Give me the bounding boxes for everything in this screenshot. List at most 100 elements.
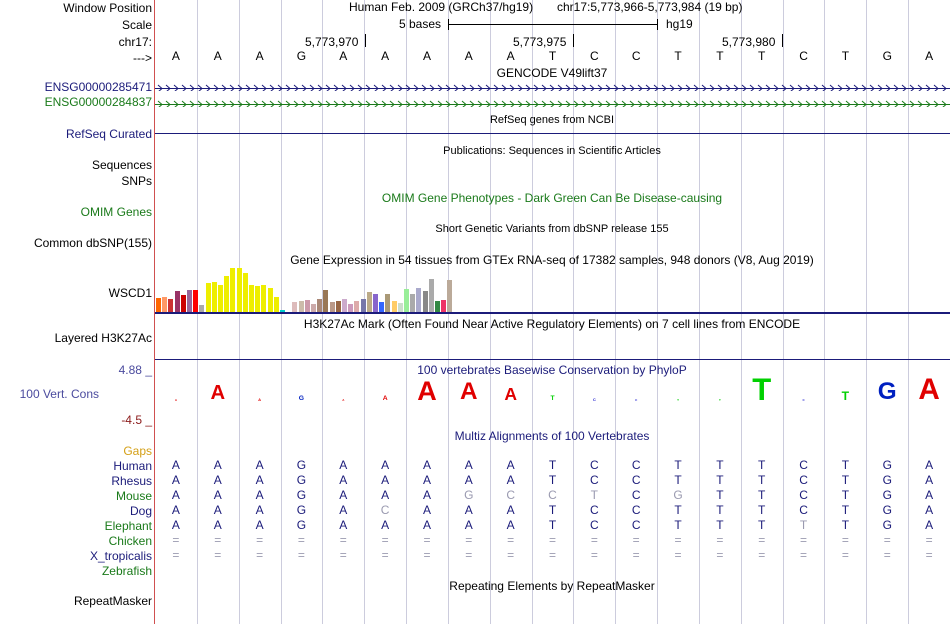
phylop-logo-letter: A bbox=[417, 376, 437, 406]
gtex-tissue-bar[interactable] bbox=[224, 276, 230, 312]
base-letter: T bbox=[716, 49, 724, 63]
gene-ensg00000284837[interactable] bbox=[155, 98, 950, 107]
scale-bar-left-tick bbox=[448, 19, 449, 30]
label-track-h3k27ac[interactable]: Layered H3K27Ac bbox=[54, 331, 152, 345]
gtex-tissue-bar[interactable] bbox=[162, 297, 168, 312]
alignment-base: C bbox=[548, 488, 557, 502]
gtex-tissue-bar[interactable] bbox=[193, 290, 199, 312]
gtex-tissue-bar[interactable] bbox=[416, 288, 422, 312]
track-label-column: Window Position Scale chr17: ---> ENSG00… bbox=[0, 0, 154, 624]
gtex-tissue-bar[interactable] bbox=[354, 301, 360, 312]
gtex-tissue-bar[interactable] bbox=[292, 302, 298, 312]
alignment-base: G bbox=[882, 503, 892, 517]
label-track-gaps[interactable]: Gaps bbox=[123, 444, 152, 458]
alignment-base: C bbox=[589, 518, 599, 532]
phylop-logo-letter: T bbox=[841, 389, 850, 403]
alignment-base: = bbox=[800, 548, 808, 562]
alignment-base: = bbox=[548, 548, 556, 562]
gtex-tissue-bar[interactable] bbox=[441, 300, 447, 312]
alignment-base: A bbox=[506, 518, 515, 532]
label-track-refseq[interactable]: RefSeq Curated bbox=[65, 127, 152, 141]
alignment-base: = bbox=[925, 533, 933, 547]
gtex-tissue-bar[interactable] bbox=[174, 291, 180, 312]
gtex-tissue-bar[interactable] bbox=[199, 305, 205, 312]
alignment-base: A bbox=[464, 518, 473, 532]
gtex-tissue-bar[interactable] bbox=[447, 280, 453, 312]
gtex-tissue-bar[interactable] bbox=[168, 299, 174, 312]
gtex-tissue-bar[interactable] bbox=[348, 304, 354, 312]
phylop-logo-letter: C bbox=[802, 398, 805, 402]
gtex-tissue-bar[interactable] bbox=[317, 299, 323, 312]
gtex-tissue-bar[interactable] bbox=[273, 297, 279, 312]
gtex-tissue-bar[interactable] bbox=[230, 268, 236, 312]
gtex-tissue-bar[interactable] bbox=[205, 283, 211, 312]
alignment-base: A bbox=[422, 518, 431, 532]
gtex-tissue-bar[interactable] bbox=[397, 303, 403, 312]
gtex-tissue-bar[interactable] bbox=[385, 294, 391, 312]
label-scale: Scale bbox=[121, 18, 152, 32]
gtex-tissue-bar[interactable] bbox=[304, 300, 310, 312]
alignment-base: C bbox=[589, 503, 599, 517]
alignment-base: = bbox=[716, 548, 724, 562]
gtex-tissue-bar[interactable] bbox=[267, 288, 273, 312]
alignment-base: A bbox=[422, 503, 431, 517]
gtex-tissue-bar[interactable] bbox=[211, 282, 217, 312]
gtex-tissue-bar[interactable] bbox=[298, 301, 304, 312]
gtex-tissue-bar[interactable] bbox=[379, 302, 385, 312]
phylop-track-title: 100 vertebrates Basewise Conservation by… bbox=[417, 363, 687, 377]
label-track-snps[interactable]: SNPs bbox=[121, 174, 152, 188]
gene-ensg00000285471[interactable] bbox=[155, 82, 950, 91]
gtex-tissue-bar[interactable] bbox=[329, 302, 335, 312]
gtex-tissue-bar[interactable] bbox=[236, 268, 242, 312]
alignment-base: A bbox=[506, 503, 515, 517]
phylop-logo-letter: G bbox=[877, 378, 897, 405]
alignment-base: T bbox=[841, 503, 850, 517]
gtex-tissue-bar[interactable] bbox=[342, 299, 347, 312]
alignment-base: G bbox=[296, 458, 307, 472]
base-letter: C bbox=[589, 49, 599, 63]
gtex-tissue-bar[interactable] bbox=[435, 301, 440, 312]
alignment-base: C bbox=[631, 518, 641, 532]
label-track-wscd1[interactable]: WSCD1 bbox=[108, 286, 152, 300]
gtex-tissue-bar[interactable] bbox=[410, 294, 416, 312]
gtex-tissue-bar[interactable] bbox=[404, 289, 409, 312]
gtex-tissue-bar[interactable] bbox=[335, 301, 341, 312]
gtex-tissue-bar[interactable] bbox=[249, 285, 254, 312]
alignment-base: C bbox=[506, 488, 515, 502]
gtex-tissue-bar[interactable] bbox=[218, 285, 223, 312]
alignment-base: = bbox=[632, 533, 640, 547]
gtex-tissue-bar[interactable] bbox=[261, 285, 267, 312]
label-species-rhesus: Rhesus bbox=[111, 474, 152, 488]
alignment-base: = bbox=[883, 533, 891, 547]
label-chrom: chr17: bbox=[118, 35, 152, 49]
gtex-tissue-bar[interactable] bbox=[187, 290, 192, 312]
phylop-logo-letter: A bbox=[210, 382, 226, 404]
label-track-omim[interactable]: OMIM Genes bbox=[80, 205, 152, 219]
track-image-area[interactable]: Human Feb. 2009 (GRCh37/hg19) chr17:5,77… bbox=[155, 0, 950, 624]
gtex-tissue-bar[interactable] bbox=[391, 301, 397, 312]
gtex-tissue-bar[interactable] bbox=[323, 290, 329, 312]
gtex-tissue-bar[interactable] bbox=[311, 304, 316, 312]
coord-tick-1 bbox=[365, 34, 366, 47]
label-track-repeatmasker[interactable]: RepeatMasker bbox=[73, 594, 152, 608]
gtex-tissue-bar[interactable] bbox=[180, 295, 186, 312]
gtex-tissue-bar[interactable] bbox=[156, 298, 161, 312]
gtex-tissue-bar[interactable] bbox=[428, 279, 434, 312]
label-track-cons[interactable]: 100 Vert. Cons bbox=[19, 387, 99, 401]
label-gene-ensg00000284837[interactable]: ENSG00000284837 bbox=[44, 95, 152, 109]
label-track-sequences[interactable]: Sequences bbox=[91, 158, 152, 172]
refseq-gene-line[interactable] bbox=[155, 133, 950, 134]
gtex-tissue-bar[interactable] bbox=[242, 273, 248, 312]
gtex-tissue-bar[interactable] bbox=[360, 299, 366, 312]
label-gene-ensg00000285471[interactable]: ENSG00000285471 bbox=[44, 80, 152, 94]
label-cons-min: -4.5 _ bbox=[121, 413, 152, 427]
gtex-tissue-bar[interactable] bbox=[373, 294, 378, 312]
gtex-tissue-bar[interactable] bbox=[366, 292, 372, 312]
gtex-tissue-bar[interactable] bbox=[255, 286, 261, 312]
alignment-base: A bbox=[339, 473, 348, 487]
alignment-base: = bbox=[214, 533, 222, 547]
gtex-tissue-bar[interactable] bbox=[280, 310, 285, 312]
label-track-dbsnp[interactable]: Common dbSNP(155) bbox=[33, 236, 152, 250]
gtex-tissue-bar[interactable] bbox=[422, 291, 428, 312]
gtex-expression-chart[interactable] bbox=[156, 268, 536, 312]
